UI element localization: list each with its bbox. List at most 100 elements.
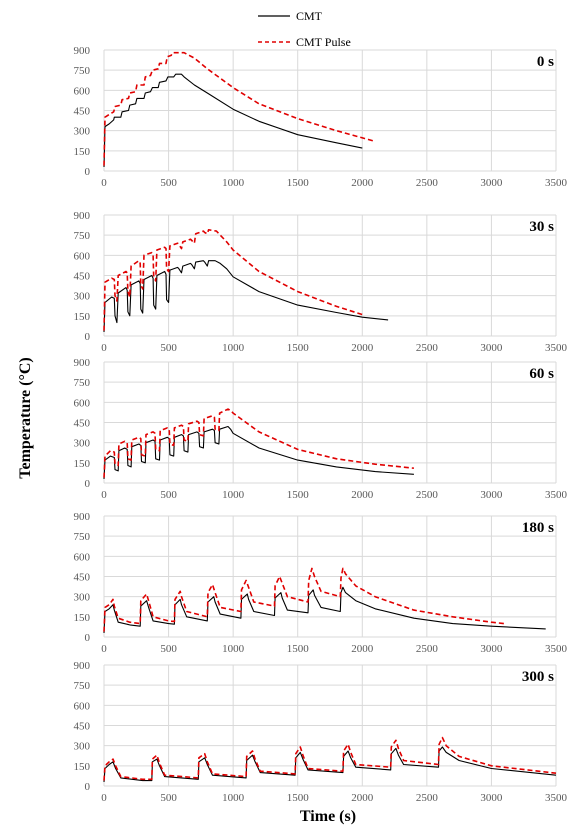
panel-label: 0 s (537, 54, 554, 70)
y-tick-label: 750 (74, 680, 91, 692)
panel-2: 0 150 300 450 600 750 900 0 500 1000 1500 2000 2500 3… (74, 357, 568, 501)
x-tick-label: 2500 (416, 643, 439, 655)
x-tick-label: 3500 (545, 177, 568, 189)
x-tick-label: 0 (101, 342, 107, 354)
panel-0: 0 150 300 450 600 750 900 0 500 1000 1500 2000 2500 3… (74, 45, 568, 189)
x-tick-label: 1500 (287, 342, 310, 354)
x-tick-label: 3500 (545, 489, 568, 501)
x-tick-label: 2000 (351, 342, 374, 354)
panel-label: 300 s (522, 669, 554, 685)
y-tick-label: 600 (74, 85, 91, 97)
x-tick-label: 500 (160, 177, 177, 189)
panel-label: 60 s (529, 366, 554, 382)
series-line-cmt-pulse (103, 408, 414, 478)
x-tick-label: 1500 (287, 489, 310, 501)
y-tick-label: 450 (74, 106, 91, 118)
x-tick-label: 500 (160, 792, 177, 804)
y-tick-label: 600 (74, 700, 91, 712)
y-tick-label: 750 (74, 65, 91, 77)
x-tick-label: 2500 (416, 342, 439, 354)
x-tick-label: 3000 (480, 177, 503, 189)
y-tick-label: 450 (74, 721, 91, 733)
series-line-cmt-pulse (103, 51, 376, 166)
series-line-cmt (103, 73, 363, 168)
x-tick-label: 1000 (222, 342, 245, 354)
x-tick-label: 2000 (351, 177, 374, 189)
y-tick-label: 900 (74, 660, 91, 672)
y-tick-label: 150 (74, 761, 91, 773)
x-tick-label: 2500 (416, 177, 439, 189)
y-tick-label: 150 (74, 146, 91, 158)
x-tick-label: 0 (101, 643, 107, 655)
legend: CMT CMT Pulse (258, 9, 351, 49)
x-tick-label: 500 (160, 489, 177, 501)
x-tick-label: 0 (101, 792, 107, 804)
y-tick-label: 450 (74, 418, 91, 430)
legend-label-cmt: CMT (296, 9, 323, 23)
panel-label: 180 s (522, 520, 554, 536)
x-tick-label: 3500 (545, 342, 568, 354)
panel-1: 0 150 300 450 600 750 900 0 500 1000 1500 2000 2500 3… (74, 210, 568, 354)
x-tick-label: 1500 (287, 792, 310, 804)
x-tick-label: 0 (101, 177, 107, 189)
y-tick-label: 300 (74, 126, 91, 138)
y-tick-label: 0 (85, 781, 91, 793)
y-tick-label: 450 (74, 572, 91, 584)
series-line-cmt-pulse (103, 567, 505, 632)
panel-label: 30 s (529, 219, 554, 235)
series-line-cmt (103, 746, 557, 783)
y-tick-label: 300 (74, 741, 91, 753)
series-line-cmt-pulse (103, 736, 557, 781)
y-tick-label: 600 (74, 551, 91, 563)
x-tick-label: 0 (101, 489, 107, 501)
x-tick-label: 3500 (545, 792, 568, 804)
y-tick-label: 900 (74, 45, 91, 57)
y-tick-label: 0 (85, 331, 91, 343)
y-tick-label: 600 (74, 250, 91, 262)
x-tick-label: 1000 (222, 489, 245, 501)
y-tick-label: 750 (74, 531, 91, 543)
x-tick-label: 3000 (480, 792, 503, 804)
x-tick-label: 3000 (480, 643, 503, 655)
y-tick-label: 900 (74, 357, 91, 369)
series-line-cmt (103, 260, 389, 333)
x-tick-label: 500 (160, 643, 177, 655)
x-tick-label: 2000 (351, 792, 374, 804)
x-tick-label: 3500 (545, 643, 568, 655)
x-tick-label: 1000 (222, 792, 245, 804)
panel-4: 0 150 300 450 600 750 900 0 500 1000 1500 2000 2500 3… (74, 660, 568, 804)
y-tick-label: 0 (85, 632, 91, 644)
series-line-cmt (103, 425, 414, 480)
y-axis-title: Temperature (°C) (17, 357, 34, 478)
legend-label-cmt-pulse: CMT Pulse (296, 35, 351, 49)
panel-3: 0 150 300 450 600 750 900 0 500 1000 1500 2000 2500 3… (74, 511, 568, 655)
y-tick-label: 750 (74, 230, 91, 242)
y-tick-label: 300 (74, 592, 91, 604)
y-tick-label: 600 (74, 397, 91, 409)
x-tick-label: 500 (160, 342, 177, 354)
y-tick-label: 450 (74, 271, 91, 283)
y-tick-label: 150 (74, 311, 91, 323)
x-tick-label: 3000 (480, 489, 503, 501)
y-tick-label: 0 (85, 478, 91, 490)
x-tick-label: 2500 (416, 489, 439, 501)
x-tick-label: 1500 (287, 643, 310, 655)
y-tick-label: 300 (74, 438, 91, 450)
x-tick-label: 3000 (480, 342, 503, 354)
y-tick-label: 300 (74, 291, 91, 303)
x-tick-label: 1000 (222, 177, 245, 189)
x-tick-label: 2500 (416, 792, 439, 804)
series-line-cmt (103, 586, 546, 634)
y-tick-label: 750 (74, 377, 91, 389)
y-tick-label: 0 (85, 166, 91, 178)
x-tick-label: 1000 (222, 643, 245, 655)
x-axis-title: Time (s) (300, 808, 356, 825)
y-tick-label: 150 (74, 458, 91, 470)
y-tick-label: 900 (74, 511, 91, 523)
x-tick-label: 2000 (351, 643, 374, 655)
series-line-cmt-pulse (103, 229, 363, 331)
x-tick-label: 1500 (287, 177, 310, 189)
y-tick-label: 900 (74, 210, 91, 222)
